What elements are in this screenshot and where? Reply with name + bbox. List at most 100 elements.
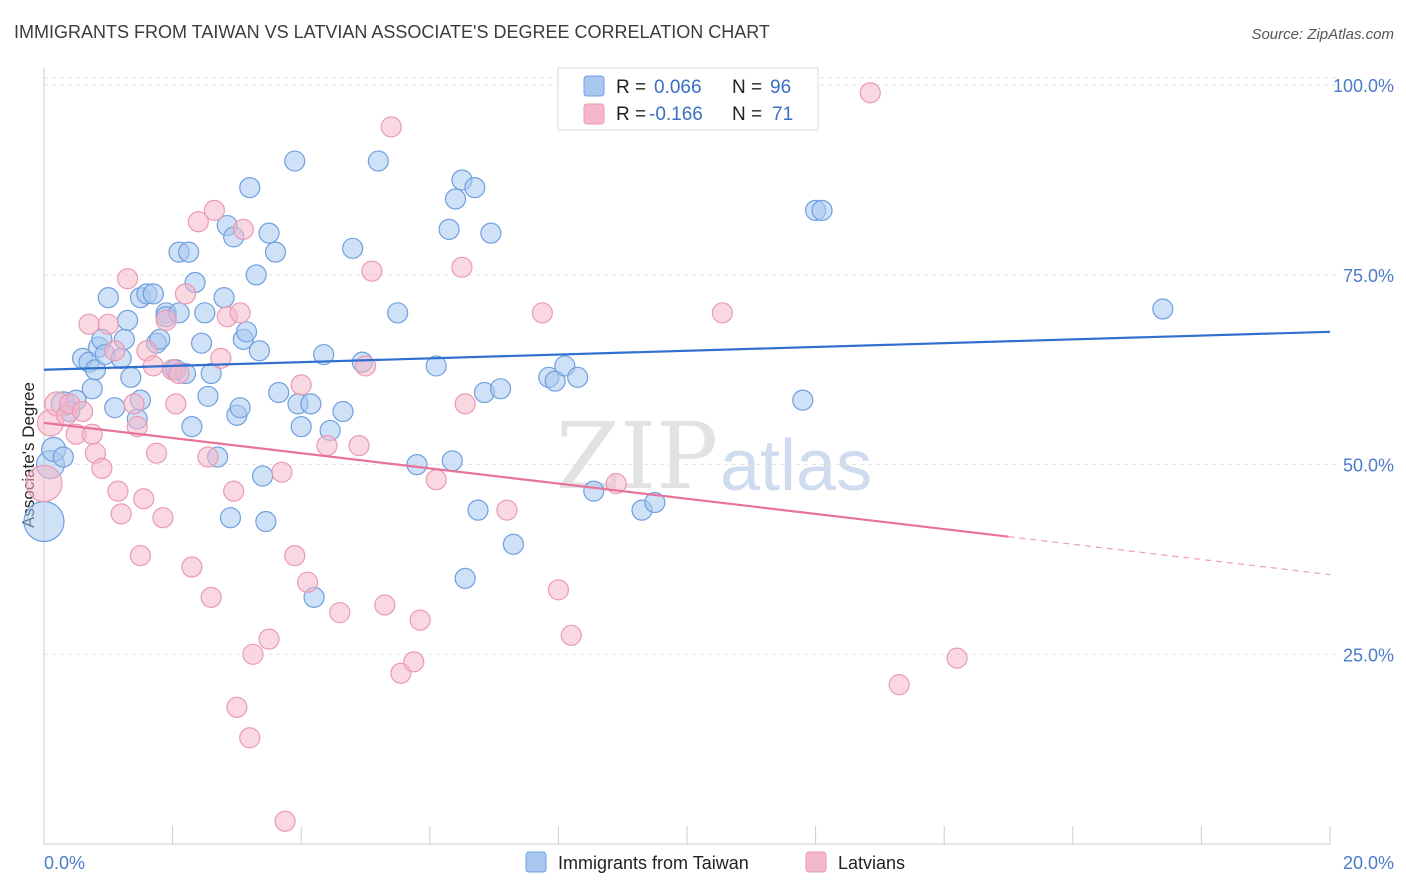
source-label: Source: ZipAtlas.com: [1251, 26, 1394, 43]
y-tick-label-0: 25.0%: [1343, 645, 1394, 665]
point-latvians-18: [129, 545, 152, 567]
point-latvians-23: [152, 507, 174, 529]
point-latvians-30: [187, 211, 209, 233]
point-latvians-36: [223, 480, 245, 502]
y-tick-label-2: 75.0%: [1343, 266, 1394, 286]
point-latvians-15: [116, 268, 139, 290]
series-legend-swatch-taiwan: [525, 851, 547, 873]
point-taiwan-18: [116, 309, 139, 332]
point-latvians-69: [946, 647, 968, 669]
point-taiwan-3: [52, 446, 74, 468]
point-latvians-63: [547, 579, 570, 601]
point-latvians-32: [200, 586, 222, 608]
point-taiwan-60: [290, 416, 312, 438]
point-latvians-44: [274, 810, 296, 832]
point-taiwan-54: [255, 510, 277, 533]
point-taiwan-10: [84, 359, 107, 381]
stats-legend-swatch-latvians: [583, 103, 605, 125]
point-latvians-54: [380, 116, 402, 138]
series-legend: Immigrants from Taiwan Latvians: [525, 851, 905, 873]
point-taiwan-44: [219, 507, 242, 529]
point-latvians-67: [859, 82, 881, 104]
point-latvians-42: [258, 628, 280, 650]
point-taiwan-90: [792, 389, 814, 411]
point-taiwan-53: [252, 465, 274, 487]
point-latvians-60: [454, 393, 476, 415]
point-taiwan-56: [264, 241, 287, 263]
trend-line-extension-latvians: [1008, 536, 1331, 576]
point-latvians-39: [232, 218, 254, 240]
point-taiwan-78: [467, 499, 489, 521]
point-latvians-65: [605, 472, 627, 495]
point-taiwan-73: [441, 450, 463, 472]
point-latvians-27: [168, 362, 190, 385]
point-latvians-61: [496, 499, 518, 521]
stats-legend-n-label-taiwan: N =: [732, 77, 762, 98]
point-taiwan-14: [97, 287, 119, 309]
point-latvians-28: [174, 283, 197, 305]
point-taiwan-51: [245, 264, 267, 286]
point-taiwan-34: [178, 241, 200, 263]
watermark: ZIP atlas: [556, 403, 872, 510]
stats-legend-n-value-taiwan: 96: [770, 77, 791, 98]
point-taiwan-70: [406, 453, 428, 476]
point-taiwan-38: [194, 302, 216, 324]
point-taiwan-68: [367, 150, 389, 172]
point-taiwan-92: [811, 199, 833, 221]
point-taiwan-9: [81, 378, 103, 400]
point-taiwan-61: [300, 393, 322, 415]
trend-line-latvians: [43, 421, 1009, 538]
point-latvians-14: [110, 503, 132, 525]
point-latvians-41: [242, 643, 264, 665]
point-taiwan-74: [444, 188, 467, 210]
point-latvians-37: [226, 696, 248, 719]
series-legend-label-latvians: Latvians: [838, 853, 905, 873]
point-taiwan-80: [480, 222, 502, 244]
stats-legend-r-label-latvians: R =: [616, 104, 646, 125]
point-taiwan-63: [313, 343, 335, 366]
watermark-atlas: atlas: [720, 426, 872, 506]
point-latvians-31: [197, 446, 219, 468]
point-taiwan-58: [284, 150, 306, 172]
stats-legend-r-label-taiwan: R =: [616, 77, 646, 98]
point-latvians-13: [107, 480, 129, 502]
point-taiwan-81: [489, 378, 512, 400]
point-taiwan-69: [387, 302, 409, 324]
point-taiwan-77: [464, 177, 486, 199]
point-taiwan-89: [644, 491, 666, 514]
point-latvians-0: [25, 464, 63, 503]
point-taiwan-52: [248, 340, 271, 362]
point-taiwan-15: [104, 397, 126, 419]
point-latvians-19: [133, 488, 155, 510]
point-taiwan-39: [197, 385, 219, 407]
point-latvians-66: [711, 302, 733, 324]
point-taiwan-35: [181, 416, 203, 438]
point-latvians-22: [145, 442, 168, 464]
point-taiwan-40: [200, 362, 222, 385]
point-latvians-43: [271, 461, 293, 483]
x-tick-label-max: 20.0%: [1343, 853, 1394, 873]
y-tick-labels: 25.0% 50.0% 75.0% 100.0%: [1333, 76, 1394, 665]
point-latvians-12: [104, 340, 126, 362]
stats-legend-r-value-taiwan: 0.066: [654, 77, 702, 98]
stats-legend-n-value-latvians: 71: [772, 104, 793, 125]
chart-title: IMMIGRANTS FROM TAIWAN VS LATVIAN ASSOCI…: [14, 22, 770, 42]
point-taiwan-57: [268, 381, 290, 404]
point-taiwan-86: [567, 366, 589, 388]
point-latvians-52: [361, 260, 383, 282]
point-latvians-11: [97, 313, 119, 335]
stats-legend-swatch-taiwan: [583, 75, 605, 97]
series-legend-swatch-latvians: [805, 851, 827, 873]
stats-legend: R = 0.066 N = 96 R = -0.166 N = 71: [557, 67, 819, 131]
point-latvians-40: [239, 727, 261, 749]
point-latvians-53: [374, 594, 396, 616]
point-taiwan-66: [342, 237, 364, 259]
point-latvians-68: [888, 674, 910, 696]
point-latvians-58: [425, 469, 447, 491]
point-latvians-10: [91, 457, 113, 479]
point-taiwan-47: [229, 397, 251, 419]
point-taiwan-84: [544, 370, 566, 392]
point-latvians-47: [297, 571, 319, 593]
point-taiwan-49: [235, 321, 258, 343]
point-taiwan-65: [332, 400, 354, 423]
